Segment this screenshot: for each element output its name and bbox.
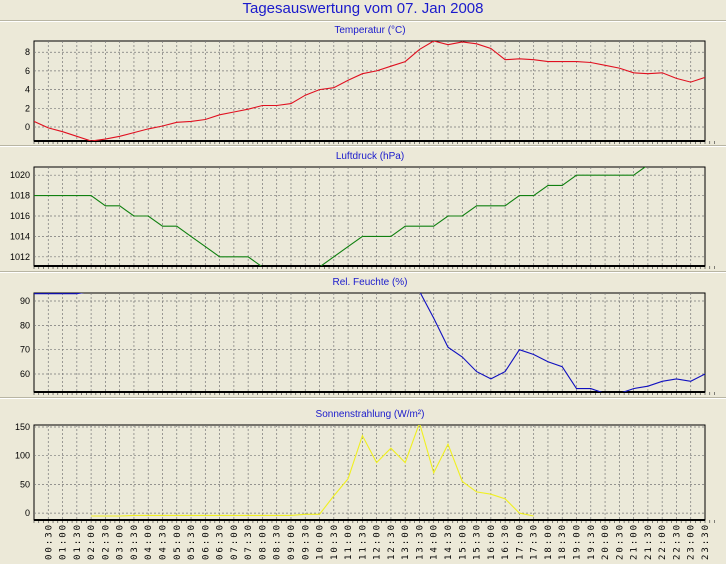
y-tick-label: 60 <box>20 369 30 379</box>
divider <box>0 20 726 22</box>
chart-panel-0: Temperatur (°C) 0 2 4 6 8 <box>25 25 715 144</box>
x-tick-label: 15:30 <box>473 523 483 560</box>
y-tick-label: 80 <box>20 320 30 330</box>
x-tick-label: 02:00 <box>87 523 97 560</box>
x-tick-label: 12:30 <box>387 523 397 560</box>
x-tick-label: 22:00 <box>658 523 668 560</box>
x-tick-label: 07:30 <box>244 523 254 560</box>
divider <box>0 271 726 273</box>
y-tick-label: 1018 <box>10 191 30 201</box>
y-tick-label: 50 <box>20 479 30 489</box>
plot-area <box>33 424 706 521</box>
chart-title: Sonnenstrahlung (W/m²) <box>316 409 425 420</box>
x-tick-label: 07:00 <box>230 523 240 560</box>
x-tick-label: 01:00 <box>59 523 69 560</box>
x-tick-label: 08:30 <box>273 523 283 560</box>
x-tick-label: 16:30 <box>501 523 511 560</box>
x-tick-label: 06:00 <box>201 523 211 560</box>
plot-area <box>33 292 706 393</box>
x-tick-label: 09:30 <box>301 523 311 560</box>
divider <box>0 397 726 399</box>
x-tick-label: 20:00 <box>601 523 611 560</box>
x-tick-label: 03:30 <box>130 523 140 560</box>
y-tick-label: 0 <box>25 508 30 518</box>
chart-panel-3: Sonnenstrahlung (W/m²) 0 50 100 150 <box>15 409 715 523</box>
chart-title: Rel. Feuchte (%) <box>332 277 407 288</box>
x-tick-label: 05:30 <box>187 523 197 560</box>
x-tick-label: 16:00 <box>487 523 497 560</box>
x-tick-label: 13:30 <box>415 523 425 560</box>
series-line <box>34 167 647 266</box>
y-tick-label: 100 <box>15 451 30 461</box>
page-title: Tagesauswertung vom 07. Jan 2008 <box>242 0 484 17</box>
x-tick-label: 06:30 <box>216 523 226 560</box>
x-tick-label: 18:00 <box>544 523 554 560</box>
y-tick-label: 6 <box>25 66 30 76</box>
x-tick-label: 18:30 <box>558 523 568 560</box>
x-tick-label: 04:00 <box>144 523 154 560</box>
x-tick-label: 00:30 <box>44 523 54 560</box>
x-tick-label: 21:00 <box>630 523 640 560</box>
x-tick-label: 14:00 <box>430 523 440 560</box>
y-tick-label: 1012 <box>10 252 30 262</box>
x-tick-label: 10:00 <box>316 523 326 560</box>
y-tick-label: 90 <box>20 296 30 306</box>
x-tick-label: 09:00 <box>287 523 297 560</box>
chart-panel-1: Luftdruck (hPa) 1012 1014 1016 1018 1020 <box>10 151 715 269</box>
x-tick-label: 08:00 <box>258 523 268 560</box>
y-tick-label: 8 <box>25 47 30 57</box>
x-tick-label: 22:30 <box>672 523 682 560</box>
x-tick-label: 13:00 <box>401 523 411 560</box>
plot-area <box>33 40 706 142</box>
x-tick-label: 19:00 <box>573 523 583 560</box>
x-tick-label: 19:30 <box>587 523 597 560</box>
chart-panel-2: Rel. Feuchte (%) 60 70 80 90 <box>20 277 715 395</box>
x-tick-label: 20:30 <box>615 523 625 560</box>
x-tick-label: 10:30 <box>330 523 340 560</box>
y-tick-label: 0 <box>25 122 30 132</box>
x-tick-label: 04:30 <box>158 523 168 560</box>
series-line <box>91 425 534 517</box>
x-tick-label: 17:00 <box>515 523 525 560</box>
y-tick-label: 2 <box>25 103 30 113</box>
x-tick-label: 23:30 <box>701 523 711 560</box>
divider <box>0 145 726 147</box>
y-tick-label: 1020 <box>10 170 30 180</box>
x-tick-label: 14:30 <box>444 523 454 560</box>
x-tick-label: 15:00 <box>458 523 468 560</box>
x-tick-label: 01:30 <box>73 523 83 560</box>
x-tick-label: 11:30 <box>358 523 368 560</box>
x-tick-label: 05:00 <box>173 523 183 560</box>
y-tick-label: 150 <box>15 422 30 432</box>
x-tick-label: 17:30 <box>530 523 540 560</box>
x-tick-label: 23:00 <box>687 523 697 560</box>
y-tick-label: 70 <box>20 345 30 355</box>
chart-title: Luftdruck (hPa) <box>336 151 404 162</box>
y-tick-label: 1014 <box>10 231 30 241</box>
x-tick-label: 11:00 <box>344 523 354 560</box>
chart-title: Temperatur (°C) <box>334 25 405 36</box>
y-tick-label: 1016 <box>10 211 30 221</box>
x-tick-label: 03:00 <box>116 523 126 560</box>
x-tick-label: 21:30 <box>644 523 654 560</box>
x-tick-label: 02:30 <box>101 523 111 560</box>
y-tick-label: 4 <box>25 85 30 95</box>
x-tick-label: 12:00 <box>373 523 383 560</box>
series-line <box>34 41 705 141</box>
